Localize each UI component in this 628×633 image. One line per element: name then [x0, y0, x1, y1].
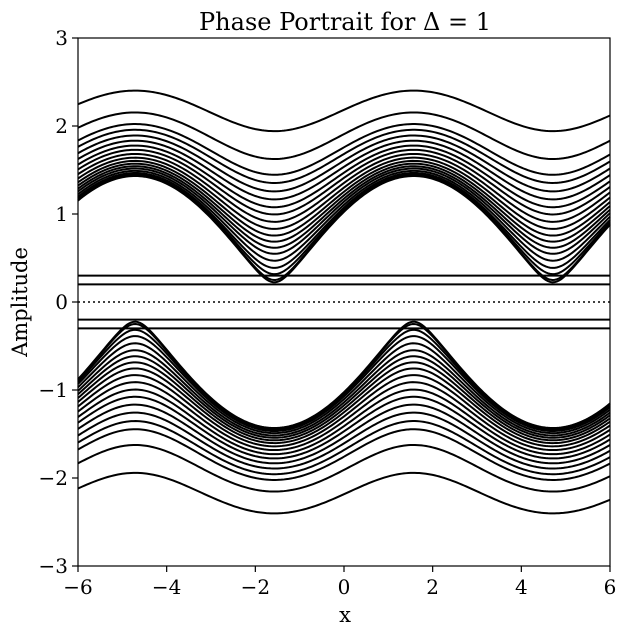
lower-trajectory-12	[77, 395, 611, 460]
y-tick-label: −3	[39, 554, 68, 578]
upper-trajectory-5	[77, 167, 611, 255]
x-tick-label: −2	[241, 575, 270, 599]
y-axis-ticks: −3 −2 −1 0 1 2 3	[39, 26, 78, 578]
y-tick-label: −1	[39, 378, 68, 402]
upper-trajectory-15	[77, 128, 611, 184]
y-tick-label: −2	[39, 466, 68, 490]
x-tick-label: 2	[426, 575, 439, 599]
y-tick-label: 0	[55, 290, 68, 314]
upper-trajectory-11	[77, 148, 611, 216]
lower-trajectory-1	[77, 323, 611, 430]
lower-trajectory-9	[77, 374, 611, 448]
upper-trajectory-10	[77, 152, 611, 223]
lower-trajectory-10	[77, 381, 611, 452]
lower-trajectory-7	[77, 361, 611, 442]
upper-trajectory-9	[77, 156, 611, 230]
upper-trajectory-16	[77, 123, 611, 176]
upper-trajectory-4	[77, 169, 611, 262]
upper-trajectory-12	[77, 144, 611, 209]
upper-trajectory-2	[77, 173, 611, 276]
upper-trajectory-13	[77, 139, 611, 201]
lower-trajectory-18	[77, 471, 611, 515]
upper-trajectory-17	[77, 111, 611, 161]
lower-trajectory-2	[77, 328, 611, 431]
lower-trajectory-8	[77, 367, 611, 445]
x-tick-label: 6	[604, 575, 617, 599]
upper-trajectory-6	[77, 165, 611, 249]
x-axis-label: x	[339, 603, 351, 627]
curves-layer	[77, 89, 611, 515]
lower-trajectory-3	[77, 335, 611, 433]
upper-trajectory-1	[77, 174, 611, 281]
upper-trajectory-3	[77, 171, 611, 269]
x-tick-label: 4	[515, 575, 528, 599]
x-tick-label: −4	[152, 575, 181, 599]
lower-trajectory-15	[77, 420, 611, 476]
y-tick-label: 3	[55, 26, 68, 50]
upper-trajectory-14	[77, 134, 611, 193]
y-tick-label: 1	[55, 202, 68, 226]
lower-trajectory-4	[77, 342, 611, 435]
x-axis-ticks: −6 −4 −2 0 2 4 6	[63, 566, 616, 599]
lower-trajectory-6	[77, 355, 611, 439]
lower-trajectory-5	[77, 349, 611, 437]
lower-trajectory-16	[77, 428, 611, 481]
y-axis-label: Amplitude	[8, 247, 32, 358]
upper-trajectory-18	[77, 89, 611, 133]
upper-trajectory-7	[77, 162, 611, 243]
y-tick-label: 2	[55, 114, 68, 138]
lower-trajectory-14	[77, 411, 611, 470]
chart-title: Phase Portrait for Δ = 1	[199, 8, 491, 36]
x-tick-label: −6	[63, 575, 92, 599]
lower-trajectory-13	[77, 403, 611, 465]
upper-trajectory-8	[77, 159, 611, 237]
lower-trajectory-11	[77, 388, 611, 456]
lower-trajectory-17	[77, 443, 611, 493]
x-tick-label: 0	[338, 575, 351, 599]
